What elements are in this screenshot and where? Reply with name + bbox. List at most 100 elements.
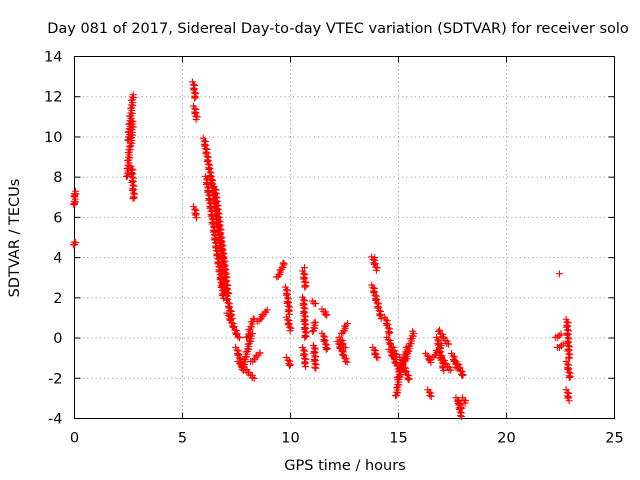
data-point (384, 336, 392, 344)
data-point (225, 315, 233, 323)
y-tick-label: 10 (44, 130, 62, 146)
x-tick-label: 25 (605, 431, 623, 447)
data-point (423, 352, 431, 360)
data-point (344, 320, 352, 328)
data-point (231, 326, 239, 334)
y-tick-label: 12 (44, 90, 62, 106)
data-point (458, 372, 466, 380)
data-point (312, 364, 320, 372)
data-point (234, 333, 242, 341)
data-point (370, 259, 378, 267)
data-point (233, 330, 241, 338)
data-point (341, 354, 349, 362)
y-tick-label: 0 (53, 331, 62, 347)
y-tick-label: -4 (48, 412, 62, 428)
x-axis-label: GPS time / hours (284, 458, 405, 474)
data-point (286, 362, 294, 370)
y-tick-label: 8 (53, 170, 62, 186)
data-point (279, 259, 287, 267)
data-point (404, 376, 412, 384)
data-point (565, 353, 573, 361)
data-point (440, 367, 448, 375)
data-point (249, 315, 257, 323)
data-point (341, 344, 349, 352)
data-point (301, 264, 309, 272)
data-point (445, 340, 453, 348)
data-point (404, 374, 412, 382)
data-point (192, 93, 200, 101)
data-point (385, 339, 393, 347)
x-tick-label: 20 (497, 431, 515, 447)
data-point (280, 260, 288, 268)
data-point (224, 312, 232, 320)
chart-title: Day 081 of 2017, Sidereal Day-to-day VTE… (47, 21, 629, 37)
data-point (323, 345, 331, 353)
data-point (389, 352, 397, 360)
data-point (301, 283, 309, 291)
data-point (228, 322, 236, 330)
data-point (256, 349, 264, 357)
data-point (566, 354, 574, 362)
data-point (228, 319, 236, 327)
data-point (284, 356, 292, 364)
data-point (340, 351, 348, 359)
data-point (340, 343, 348, 351)
data-point (456, 364, 464, 372)
data-point (72, 187, 80, 195)
data-point (387, 348, 395, 356)
data-point (71, 199, 78, 207)
data-point (302, 282, 310, 290)
data-point (377, 314, 385, 322)
data-point (458, 370, 466, 378)
data-point (557, 330, 565, 338)
data-point (322, 345, 330, 353)
data-point (337, 336, 345, 344)
data-point (70, 238, 78, 246)
data-point (338, 347, 346, 355)
data-point (129, 91, 137, 99)
data-point (397, 356, 405, 364)
data-point (71, 191, 78, 199)
data-point (409, 327, 417, 335)
data-point (338, 339, 346, 347)
data-point (426, 392, 434, 400)
x-tick-label: 5 (178, 431, 187, 447)
data-point (456, 412, 464, 420)
data-point (250, 374, 258, 382)
data-point (447, 366, 455, 374)
y-tick-label: 4 (53, 251, 62, 267)
data-point (263, 306, 271, 314)
y-tick-label: 6 (53, 210, 62, 226)
grid-lines (74, 56, 615, 419)
data-point (302, 332, 310, 340)
data-point (342, 357, 350, 365)
data-point (339, 350, 347, 358)
data-point (398, 359, 406, 367)
data-point (390, 355, 398, 363)
data-point (129, 195, 137, 203)
x-tick-label: 0 (70, 431, 79, 447)
data-point (401, 367, 409, 375)
y-tick-label: -2 (48, 371, 62, 387)
data-point (374, 354, 382, 362)
data-point (460, 396, 468, 404)
plot-frame (74, 56, 615, 419)
data-point (403, 371, 411, 379)
data-point (565, 397, 573, 405)
data-point (405, 375, 413, 383)
axis-ticks: 0 5 10 15 20 25 -4 -2 0 2 4 6 8 10 12 14 (44, 50, 624, 447)
data-point (286, 361, 294, 369)
data-point (453, 396, 461, 404)
data-point (385, 329, 393, 337)
data-points (70, 78, 574, 420)
data-point (227, 316, 235, 324)
data-point (371, 254, 379, 262)
data-point (453, 360, 461, 368)
data-point (372, 266, 380, 274)
data-point (286, 327, 294, 335)
data-point (310, 319, 318, 327)
y-tick-label: 2 (53, 291, 62, 307)
data-point (457, 367, 465, 375)
data-point (193, 214, 201, 222)
